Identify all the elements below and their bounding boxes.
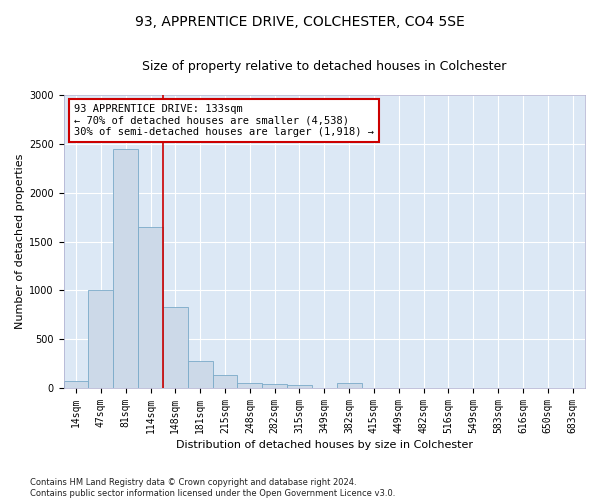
Bar: [163, 307, 188, 388]
Title: Size of property relative to detached houses in Colchester: Size of property relative to detached ho…: [142, 60, 506, 73]
Y-axis label: Number of detached properties: Number of detached properties: [15, 154, 25, 329]
Text: Contains HM Land Registry data © Crown copyright and database right 2024.
Contai: Contains HM Land Registry data © Crown c…: [30, 478, 395, 498]
Text: 93, APPRENTICE DRIVE, COLCHESTER, CO4 5SE: 93, APPRENTICE DRIVE, COLCHESTER, CO4 5S…: [135, 15, 465, 29]
Bar: [337, 383, 362, 388]
Bar: [212, 376, 238, 388]
Bar: [262, 384, 287, 388]
Bar: [88, 290, 113, 388]
Bar: [113, 148, 138, 388]
Bar: [64, 381, 88, 388]
Bar: [138, 227, 163, 388]
Bar: [287, 385, 312, 388]
Bar: [238, 382, 262, 388]
X-axis label: Distribution of detached houses by size in Colchester: Distribution of detached houses by size …: [176, 440, 473, 450]
Text: 93 APPRENTICE DRIVE: 133sqm
← 70% of detached houses are smaller (4,538)
30% of : 93 APPRENTICE DRIVE: 133sqm ← 70% of det…: [74, 104, 374, 137]
Bar: [188, 360, 212, 388]
